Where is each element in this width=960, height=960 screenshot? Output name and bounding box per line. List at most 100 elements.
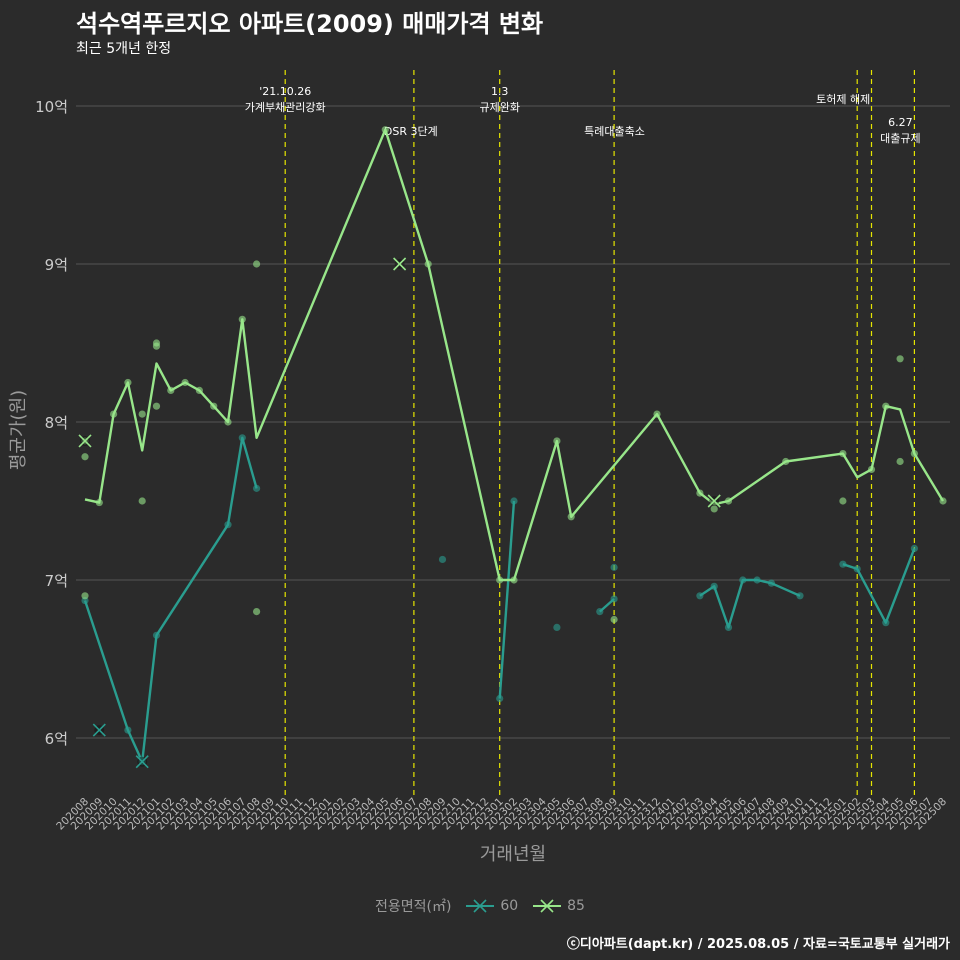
data-point-60 — [238, 434, 246, 442]
data-point-85 — [81, 453, 89, 461]
data-point-85 — [238, 315, 246, 323]
data-point-85 — [839, 450, 847, 458]
data-point-85 — [896, 457, 904, 466]
y-tick-label: 7억 — [45, 572, 68, 590]
data-point-85 — [81, 592, 89, 600]
cross-marker-85 — [707, 494, 721, 508]
data-point-85 — [138, 410, 146, 418]
data-point-85 — [510, 576, 518, 584]
data-point-85 — [195, 386, 203, 394]
event-label: 6.27 — [888, 116, 913, 129]
data-point-60 — [696, 592, 704, 600]
data-point-85 — [939, 497, 947, 505]
data-point-85 — [696, 489, 704, 497]
data-point-60 — [596, 608, 604, 616]
data-point-85 — [710, 505, 718, 513]
event-label: 대출규제 — [880, 132, 920, 145]
data-point-85 — [110, 410, 118, 418]
cross-marker-85 — [78, 434, 92, 448]
data-point-60 — [610, 563, 618, 571]
data-point-85 — [152, 402, 161, 410]
data-point-85 — [724, 497, 733, 505]
y-tick-label: 6억 — [45, 730, 68, 748]
data-point-85 — [95, 498, 103, 507]
data-point-85 — [167, 386, 175, 394]
event-label: 1.3 — [491, 85, 509, 98]
event-label: 토허제 해제 — [816, 92, 870, 106]
data-point-60 — [724, 623, 733, 632]
data-point-85 — [381, 126, 389, 134]
event-label: 가계부채관리강화 — [245, 101, 326, 114]
data-point-85 — [253, 260, 261, 268]
legend-label-85: 85 — [567, 898, 585, 914]
data-point-85 — [152, 342, 161, 350]
legend-title: 전용면적(㎡) — [375, 899, 452, 915]
data-point-85 — [839, 497, 847, 505]
y-tick-label: 8억 — [45, 414, 68, 432]
data-point-60 — [610, 595, 618, 603]
y-axis-title: 평균가(원) — [8, 390, 29, 470]
series-line-60 — [83, 436, 258, 763]
data-point-60 — [839, 560, 847, 568]
cross-marker-60 — [92, 723, 106, 737]
data-point-85 — [181, 378, 189, 387]
data-point-60 — [739, 576, 747, 584]
data-point-85 — [224, 418, 232, 426]
data-point-60 — [496, 694, 504, 703]
data-point-85 — [610, 615, 618, 624]
data-point-85 — [210, 402, 218, 410]
data-point-60 — [710, 582, 718, 590]
cross-marker-stroke — [92, 723, 106, 737]
data-point-60 — [553, 623, 561, 632]
data-point-85 — [138, 497, 146, 505]
data-point-60 — [853, 565, 861, 573]
cross-marker-stroke — [135, 755, 149, 769]
data-point-60 — [796, 592, 804, 600]
event-label: 특례대출축소 — [584, 125, 645, 138]
data-point-60 — [753, 576, 761, 584]
cross-marker-stroke — [707, 494, 721, 508]
data-point-85 — [253, 608, 261, 616]
event-label: DSR 3단계 — [384, 125, 438, 138]
x-axis-title: 거래년월 — [480, 844, 546, 865]
cross-marker-60 — [135, 755, 149, 769]
data-point-85 — [653, 410, 661, 418]
cross-marker-stroke — [78, 434, 92, 448]
data-point-85 — [882, 402, 890, 410]
data-point-85 — [496, 576, 504, 584]
data-point-85 — [124, 378, 132, 387]
data-point-85 — [910, 450, 919, 458]
series-line-60 — [498, 500, 516, 699]
y-tick-label: 10억 — [35, 98, 68, 116]
data-point-60 — [152, 631, 161, 639]
event-label: 규제완화 — [479, 101, 519, 114]
chart-subtitle: 최근 5개년 한정 — [76, 41, 172, 57]
cross-marker-stroke — [393, 257, 407, 271]
data-point-85 — [424, 260, 432, 268]
data-point-60 — [767, 579, 776, 587]
data-point-60 — [224, 521, 232, 529]
source-caption: ⓒ디아파트(dapt.kr) / 2025.08.05 / 자료=국토교통부 실… — [566, 937, 950, 952]
legend-key-85 — [532, 899, 561, 913]
data-point-60 — [438, 555, 447, 564]
data-point-85 — [567, 513, 575, 521]
series-line-60 — [842, 547, 916, 624]
y-tick-label: 9억 — [45, 256, 68, 274]
data-point-60 — [910, 544, 919, 553]
data-point-85 — [896, 355, 904, 363]
event-label: '21.10.26 — [259, 85, 311, 98]
data-point-85 — [782, 457, 790, 466]
legend-item-60: 60 — [464, 897, 518, 915]
data-point-85 — [867, 465, 876, 473]
legend-label-60: 60 — [500, 898, 519, 914]
data-point-60 — [124, 726, 132, 734]
cross-marker-85 — [393, 257, 407, 271]
legend-item-85: 85 — [531, 897, 585, 915]
legend-key-60 — [465, 899, 494, 913]
data-point-60 — [882, 619, 890, 627]
data-point-85 — [553, 437, 561, 445]
chart-title: 석수역푸르지오 아파트(2009) 매매가격 변화 — [76, 10, 544, 38]
data-point-60 — [510, 497, 518, 505]
data-point-60 — [253, 484, 261, 492]
